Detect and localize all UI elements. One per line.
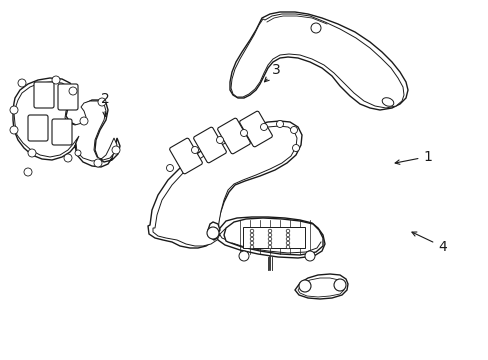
Circle shape bbox=[64, 154, 72, 162]
Circle shape bbox=[166, 165, 173, 171]
FancyBboxPatch shape bbox=[217, 118, 250, 154]
Circle shape bbox=[310, 23, 320, 33]
Circle shape bbox=[298, 280, 310, 292]
Circle shape bbox=[18, 79, 26, 87]
Circle shape bbox=[267, 245, 271, 249]
Circle shape bbox=[276, 121, 283, 127]
Polygon shape bbox=[294, 274, 347, 299]
Polygon shape bbox=[153, 126, 319, 252]
Circle shape bbox=[250, 241, 253, 245]
Circle shape bbox=[250, 229, 253, 233]
Circle shape bbox=[191, 147, 198, 153]
Circle shape bbox=[216, 136, 223, 144]
Circle shape bbox=[52, 76, 60, 84]
Circle shape bbox=[267, 237, 271, 241]
Polygon shape bbox=[13, 78, 120, 167]
Polygon shape bbox=[297, 278, 343, 297]
Circle shape bbox=[305, 251, 314, 261]
Polygon shape bbox=[230, 14, 403, 108]
Circle shape bbox=[24, 168, 32, 176]
FancyBboxPatch shape bbox=[28, 115, 48, 141]
Circle shape bbox=[98, 98, 106, 106]
Circle shape bbox=[75, 150, 81, 156]
Circle shape bbox=[260, 123, 267, 131]
Ellipse shape bbox=[382, 98, 393, 106]
FancyBboxPatch shape bbox=[193, 127, 226, 163]
Circle shape bbox=[285, 229, 289, 233]
Circle shape bbox=[28, 149, 36, 157]
FancyBboxPatch shape bbox=[169, 138, 202, 174]
Circle shape bbox=[290, 126, 297, 134]
Polygon shape bbox=[224, 218, 323, 255]
Circle shape bbox=[112, 146, 120, 154]
Circle shape bbox=[250, 233, 253, 237]
Circle shape bbox=[10, 126, 18, 134]
FancyBboxPatch shape bbox=[34, 82, 54, 108]
Circle shape bbox=[80, 117, 88, 125]
Circle shape bbox=[267, 229, 271, 233]
Circle shape bbox=[239, 251, 248, 261]
Circle shape bbox=[285, 245, 289, 249]
Circle shape bbox=[285, 237, 289, 241]
FancyBboxPatch shape bbox=[52, 119, 72, 145]
Circle shape bbox=[240, 130, 247, 136]
Circle shape bbox=[94, 159, 102, 167]
Circle shape bbox=[333, 279, 346, 291]
Circle shape bbox=[292, 144, 299, 152]
Text: 4: 4 bbox=[411, 232, 446, 253]
Circle shape bbox=[285, 233, 289, 237]
Circle shape bbox=[267, 233, 271, 237]
Circle shape bbox=[267, 241, 271, 245]
Polygon shape bbox=[229, 12, 407, 110]
Circle shape bbox=[10, 106, 18, 114]
Polygon shape bbox=[243, 227, 305, 248]
Polygon shape bbox=[14, 82, 117, 161]
Circle shape bbox=[250, 245, 253, 249]
FancyBboxPatch shape bbox=[58, 84, 78, 110]
Text: 1: 1 bbox=[394, 150, 431, 165]
FancyBboxPatch shape bbox=[239, 111, 272, 147]
Polygon shape bbox=[207, 222, 220, 240]
Polygon shape bbox=[148, 121, 325, 258]
Circle shape bbox=[69, 87, 77, 95]
Circle shape bbox=[206, 227, 219, 239]
Text: 3: 3 bbox=[264, 63, 280, 82]
Text: 2: 2 bbox=[101, 92, 109, 117]
Circle shape bbox=[250, 237, 253, 241]
Circle shape bbox=[285, 241, 289, 245]
